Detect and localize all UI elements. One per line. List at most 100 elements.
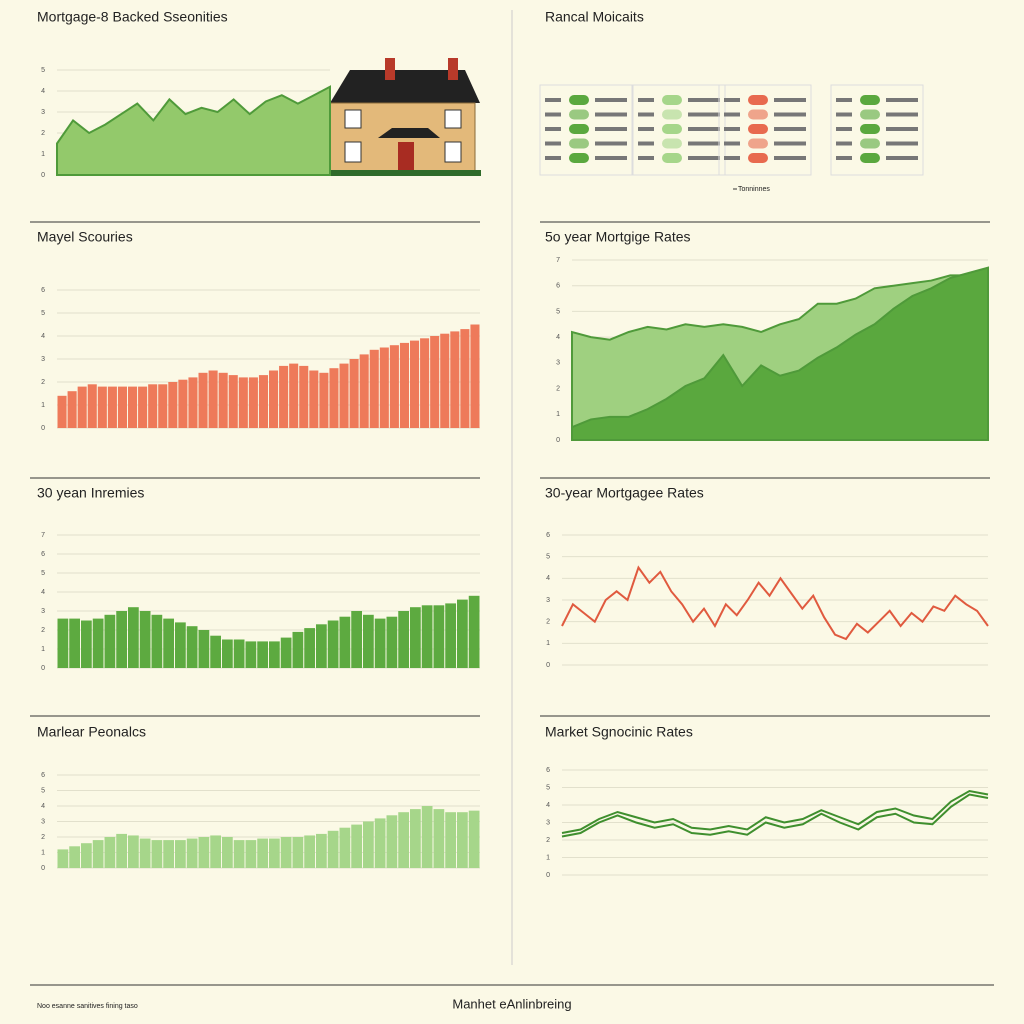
bar [245,641,257,668]
status-pill [748,95,768,105]
status-pill [662,109,682,120]
status-text [704,112,720,117]
status-text [638,112,654,117]
y-tick-label: 5 [546,784,550,791]
status-pill [860,138,880,149]
status-text [595,112,611,117]
bar [233,639,245,668]
bar [151,614,163,668]
status-text [545,156,561,160]
y-tick-label: 6 [546,532,550,539]
y-tick-label: 2 [556,385,560,392]
status-text [611,141,627,146]
y-tick-label: 7 [556,257,560,264]
status-text [902,127,918,131]
y-tick-label: 1 [41,402,45,409]
status-pill [569,153,589,163]
status-text [836,127,852,131]
bar [389,345,399,428]
bar [316,833,327,868]
status-text [836,156,852,160]
status-text [595,141,611,146]
status-box [830,84,924,176]
bar [57,395,67,428]
y-tick-label: 4 [41,88,45,95]
house-illustration [304,58,481,176]
bar [81,620,92,668]
bar [339,827,351,868]
bar [257,641,268,668]
status-text [724,127,740,131]
bar [92,618,104,668]
status-text [545,127,561,131]
chart-title: 5o year Mortgige Rates [545,229,691,245]
status-text [774,112,790,117]
status-text [638,127,654,131]
bar [198,630,210,668]
bar [163,618,174,668]
status-text [774,141,790,146]
status-pill [748,124,768,134]
bar [186,626,198,668]
y-tick-label: 2 [41,834,45,841]
bar [104,614,116,668]
status-pill [662,124,682,134]
bar [218,372,228,428]
status-text [902,98,918,102]
bar [128,386,138,428]
bar [410,809,421,868]
y-tick-label: 0 [41,172,45,179]
status-pill [569,124,589,134]
status-pill [748,109,768,120]
y-tick-label: 1 [556,411,560,418]
bar [248,377,258,428]
bar [339,616,351,668]
bar [351,611,362,668]
bar [222,837,233,868]
bar [398,611,409,668]
bar [445,812,456,868]
bar [327,830,339,868]
bar [457,812,468,868]
bar [168,382,178,428]
y-tick-label: 3 [546,597,550,604]
bar [379,347,389,428]
status-text [886,141,902,146]
chart-title: Market Sgnocinic Rates [545,724,693,740]
status-text [611,98,627,102]
bar [139,611,151,668]
bar [238,377,248,428]
y-tick-label: 6 [546,767,550,774]
status-pill [569,109,589,120]
y-tick-label: 6 [41,772,45,779]
y-tick-label: 5 [41,67,45,74]
y-tick-label: 5 [556,308,560,315]
status-text [790,112,806,117]
bar [87,384,97,428]
status-text [638,98,654,102]
bar [316,624,327,668]
bar [374,818,386,868]
area [56,85,331,176]
status-text [595,98,611,102]
bar [257,838,268,868]
bar [163,840,174,868]
y-tick-label: 3 [41,109,45,116]
status-text [886,98,902,102]
status-text [688,141,704,146]
status-pill [860,95,880,105]
y-tick-label: 2 [546,837,550,844]
y-tick-label: 1 [41,849,45,856]
bar [339,363,349,428]
status-pill [860,153,880,163]
status-text [545,141,561,146]
bar [151,840,163,868]
area [571,266,989,441]
status-pill [748,153,768,163]
line [561,793,989,838]
bar [81,843,92,868]
chart-title: Marlear Peonalcs [37,724,146,740]
y-tick-label: 3 [41,608,45,615]
bar [208,370,218,428]
